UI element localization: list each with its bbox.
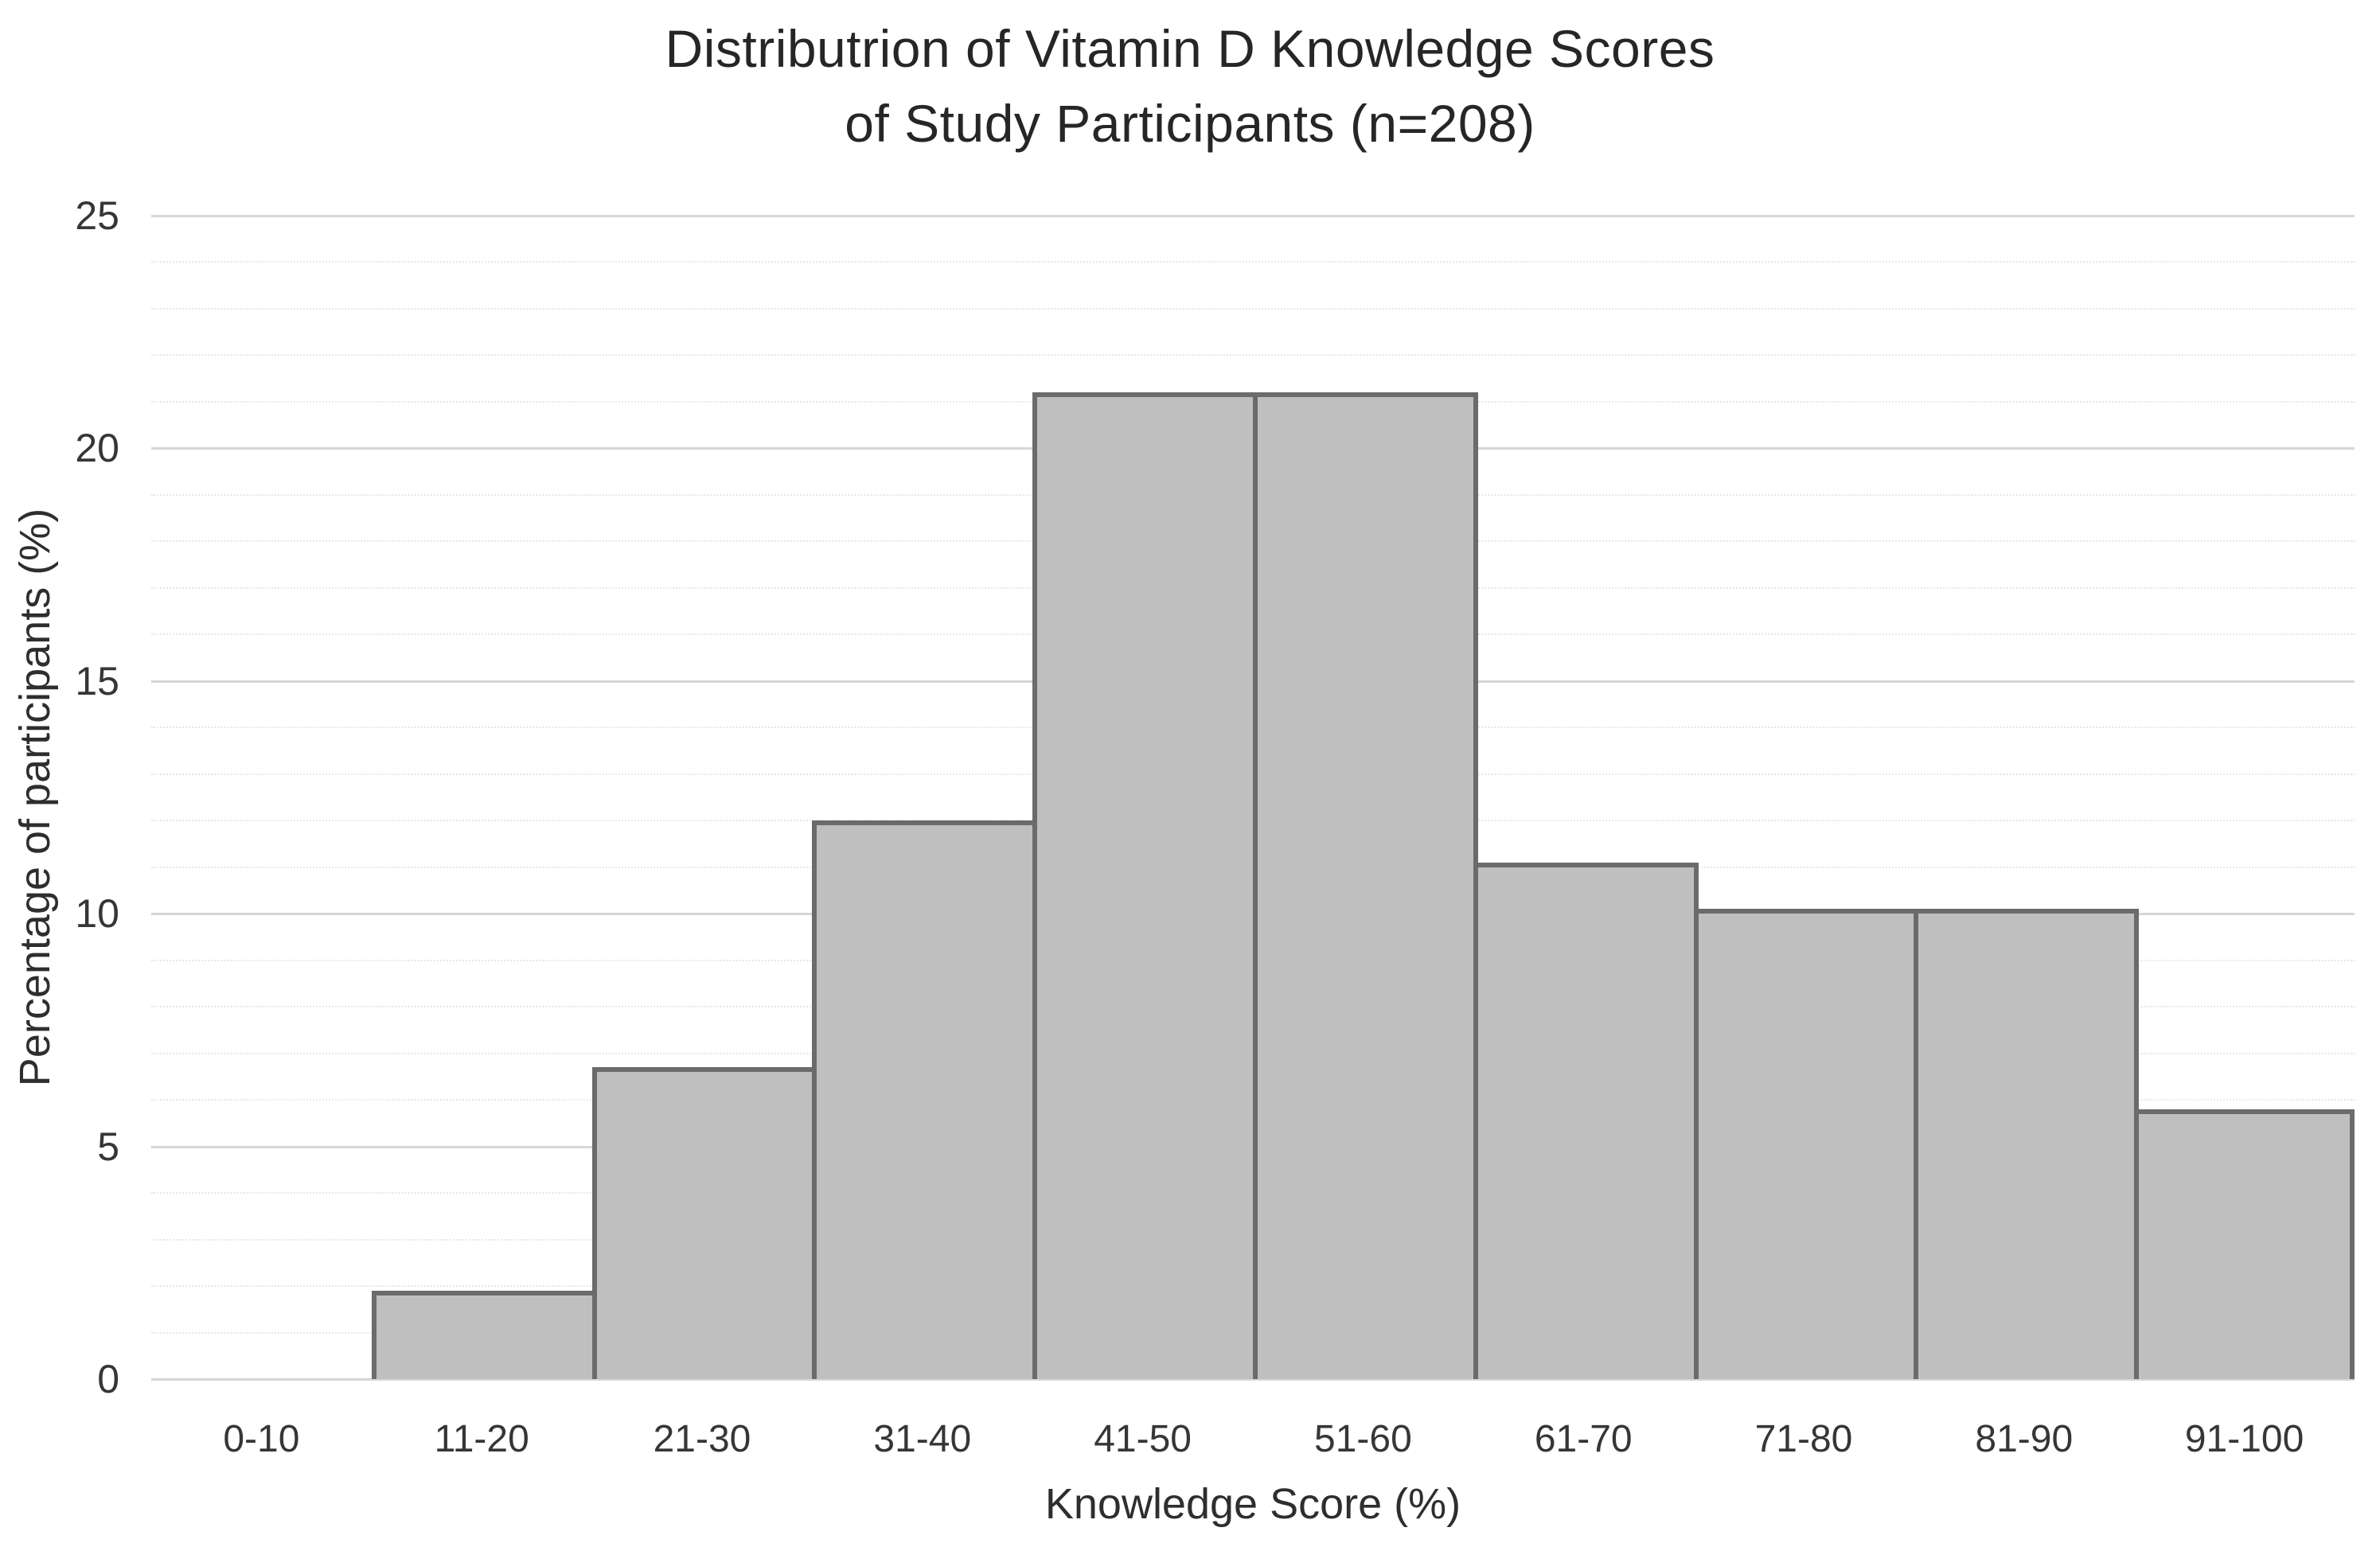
x-axis-category-label: 11-20 [434,1418,529,1460]
y-axis-tick-label: 15 [75,658,119,703]
bar-21-30 [591,1067,817,1379]
x-axis-category-label: 0-10 [223,1418,300,1460]
x-axis-category-label: 21-30 [653,1418,751,1460]
x-axis-category-label: 31-40 [873,1418,972,1460]
x-axis-category-label: 61-70 [1534,1418,1633,1460]
x-axis-category-label: 81-90 [1975,1418,2074,1460]
bar-51-60 [1253,392,1478,1379]
gridline-major [151,1378,2355,1381]
y-axis-tick-label: 0 [97,1357,119,1401]
bar-61-70 [1473,862,1699,1379]
y-axis-title: Percentage of participants (%) [11,508,59,1087]
gridline-minor [151,307,2355,310]
chart-title-line-1: Distributrion of Vitamin D Knowledge Sco… [665,19,1715,78]
bar-81-90 [1914,909,2140,1379]
y-axis-tick-label: 10 [75,891,119,937]
gridline-minor [151,261,2355,263]
plot-area [151,215,2355,1381]
bar-41-50 [1032,392,1258,1379]
x-axis-title: Knowledge Score (%) [1044,1480,1461,1528]
chart-title: Distributrion of Vitamin D Knowledge Sco… [0,11,2380,161]
y-axis-tick-label: 5 [97,1124,119,1169]
y-axis-tick-label: 20 [75,426,119,471]
bar-31-40 [812,820,1038,1379]
y-axis-tick-label: 25 [75,193,119,238]
x-axis-category-label: 71-80 [1754,1418,1853,1460]
gridline-major [151,215,2355,217]
x-axis-category-label: 41-50 [1094,1418,1192,1460]
chart-title-line-2: of Study Participants (n=208) [845,94,1535,153]
bar-91-100 [2134,1109,2355,1379]
x-axis-category-label: 91-100 [2184,1418,2304,1460]
x-axis-category-label: 51-60 [1314,1418,1412,1460]
bar-71-80 [1693,909,1919,1379]
gridline-minor [151,354,2355,357]
bar-11-20 [371,1290,597,1379]
